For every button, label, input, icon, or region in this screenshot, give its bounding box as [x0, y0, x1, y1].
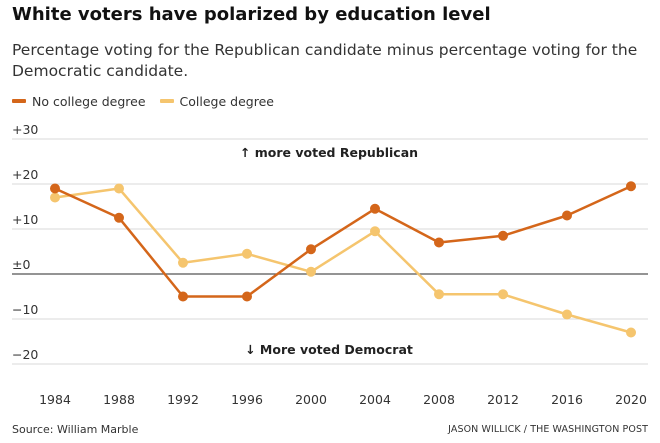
x-tick-label: 1988: [103, 392, 135, 407]
y-tick-label: −20: [12, 347, 38, 362]
data-point-college-degree-2020: [626, 327, 636, 338]
data-point-no-college-degree-1988: [114, 212, 124, 223]
data-point-no-college-degree-2020: [626, 181, 636, 192]
data-point-no-college-degree-1984: [50, 183, 60, 194]
legend-item-college: College degree: [159, 93, 274, 109]
data-point-college-degree-1984: [50, 192, 60, 203]
data-point-no-college-degree-1992: [178, 291, 188, 302]
x-tick-label: 2004: [359, 392, 391, 407]
x-tick-label: 1984: [39, 392, 71, 407]
legend-label-no-college: No college degree: [32, 93, 146, 109]
credit-note: JASON WILLICK / THE WASHINGTON POST: [448, 424, 648, 435]
x-tick-label: 1996: [231, 392, 263, 407]
legend-label-college: College degree: [179, 93, 274, 109]
data-point-college-degree-2004: [370, 226, 380, 237]
chart-subtitle: Percentage voting for the Republican can…: [12, 41, 638, 80]
data-point-no-college-degree-2000: [306, 244, 316, 255]
y-tick-label: +30: [12, 122, 38, 137]
x-tick-label: 2020: [615, 392, 647, 407]
chart-legend: No college degree College degree: [12, 92, 288, 110]
legend-item-no-college: No college degree: [12, 94, 146, 109]
annotation-more-republican: ↑ more voted Republican: [240, 145, 418, 160]
data-point-college-degree-1988: [114, 183, 124, 194]
x-tick-label: 1992: [167, 392, 199, 407]
legend-swatch-no-college: [12, 99, 26, 103]
legend-swatch-college: [159, 99, 174, 103]
y-tick-label: +10: [12, 212, 38, 227]
data-point-college-degree-2016: [562, 309, 572, 320]
series-line-college-degree: [53, 187, 633, 334]
x-tick-label: 2008: [423, 392, 455, 407]
data-point-no-college-degree-2016: [562, 210, 572, 221]
source-note: Source: William Marble: [12, 423, 139, 436]
y-tick-label: ±0: [12, 257, 30, 272]
x-tick-label: 2000: [295, 392, 327, 407]
data-point-college-degree-1992: [178, 257, 188, 268]
annotation-more-democrat: ↓ More voted Democrat: [245, 342, 413, 357]
x-tick-label: 2016: [551, 392, 583, 407]
y-tick-label: −10: [12, 302, 38, 317]
data-point-no-college-degree-2012: [498, 230, 508, 241]
data-point-college-degree-1996: [242, 248, 252, 259]
x-tick-label: 2012: [487, 392, 519, 407]
chart-title: White voters have polarized by education…: [12, 4, 491, 25]
data-point-college-degree-2000: [306, 266, 316, 277]
series-line-no-college-degree: [53, 185, 633, 298]
data-point-college-degree-2008: [434, 289, 444, 300]
data-point-no-college-degree-2008: [434, 237, 444, 248]
data-point-no-college-degree-2004: [370, 203, 380, 214]
data-point-college-degree-2012: [498, 289, 508, 300]
y-tick-label: +20: [12, 167, 38, 182]
data-point-no-college-degree-1996: [242, 291, 252, 302]
